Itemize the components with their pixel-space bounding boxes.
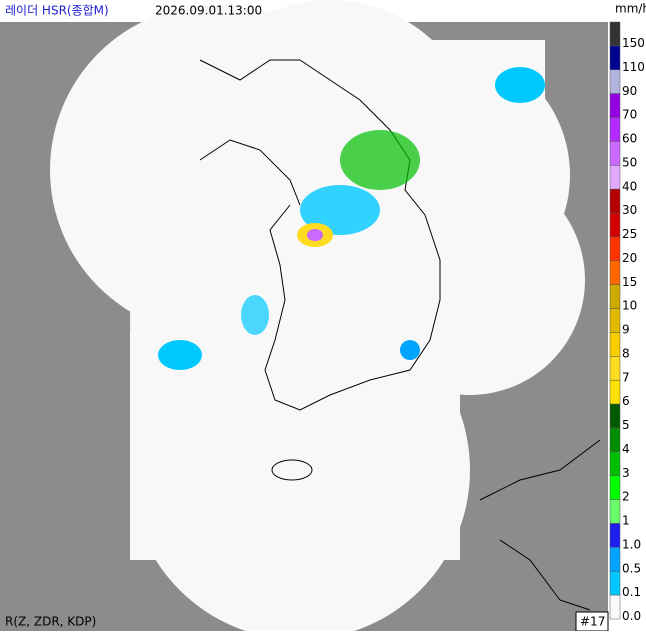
title: 레이더 HSR(종합M) [5,4,109,18]
legend-swatch [609,475,621,500]
legend-swatch [609,427,621,453]
legend-swatch [609,69,621,94]
unit: mm/h [615,2,646,16]
legend-label: 9 [622,323,630,337]
legend-label: 7 [622,370,630,384]
coastline [199,59,601,611]
legend-label: 20 [622,251,637,265]
legend-swatch [609,332,621,357]
legend-label: 70 [622,108,637,122]
legend-swatch [609,570,621,596]
legend-swatch [609,594,621,620]
legend-swatch [609,284,621,309]
method: R(Z, ZDR, KDP) [5,615,96,629]
legend-label: 30 [622,203,637,217]
legend-swatch [609,499,621,524]
legend-swatch [609,21,621,47]
legend-label: 1.0 [622,537,641,551]
legend-swatch [609,117,621,142]
legend-label: 6 [622,394,630,408]
legend-swatch [609,523,621,548]
legend-label: 1 [622,514,630,528]
legend-label: 10 [622,299,637,313]
legend-swatch [609,451,621,476]
legend-swatch [609,356,621,381]
legend-label: 15 [622,275,637,289]
legend-label: 4 [622,442,630,456]
legend-label: 60 [622,132,637,146]
legend-label: 5 [622,418,630,432]
legend-swatch [609,308,621,333]
legend-swatch [609,188,621,214]
legend-label: 50 [622,155,637,169]
rain-echoes [158,67,545,370]
legend-label: 90 [622,84,637,98]
legend-label: 0.1 [622,585,641,599]
legend-swatch [609,93,621,118]
legend-swatch [609,379,621,405]
legend-swatch [609,45,621,71]
count: #17 [580,615,605,629]
timestamp: 2026.09.01.13:00 [155,4,262,18]
legend-swatch [609,236,621,262]
legend-label: 8 [622,346,630,360]
legend-swatch [609,212,621,238]
legend-swatch [609,547,621,572]
legend-label: 150 [622,36,645,50]
legend-label: 40 [622,179,637,193]
legend-label: 0.5 [622,561,641,575]
legend-label: 3 [622,466,630,480]
legend-swatch [609,403,621,429]
legend-label: 0.0 [622,609,641,623]
legend-swatch [609,260,621,285]
legend-label: 110 [622,60,645,74]
legend-label: 25 [622,227,637,241]
legend-swatch [609,165,621,190]
legend-label: 2 [622,490,630,504]
legend: 150 110 90 70 60 50 40 30 25 20 15 10 9 8 7 6 5 4 3 2 1 1.0 0.… [609,21,645,623]
legend-swatch [609,141,621,166]
